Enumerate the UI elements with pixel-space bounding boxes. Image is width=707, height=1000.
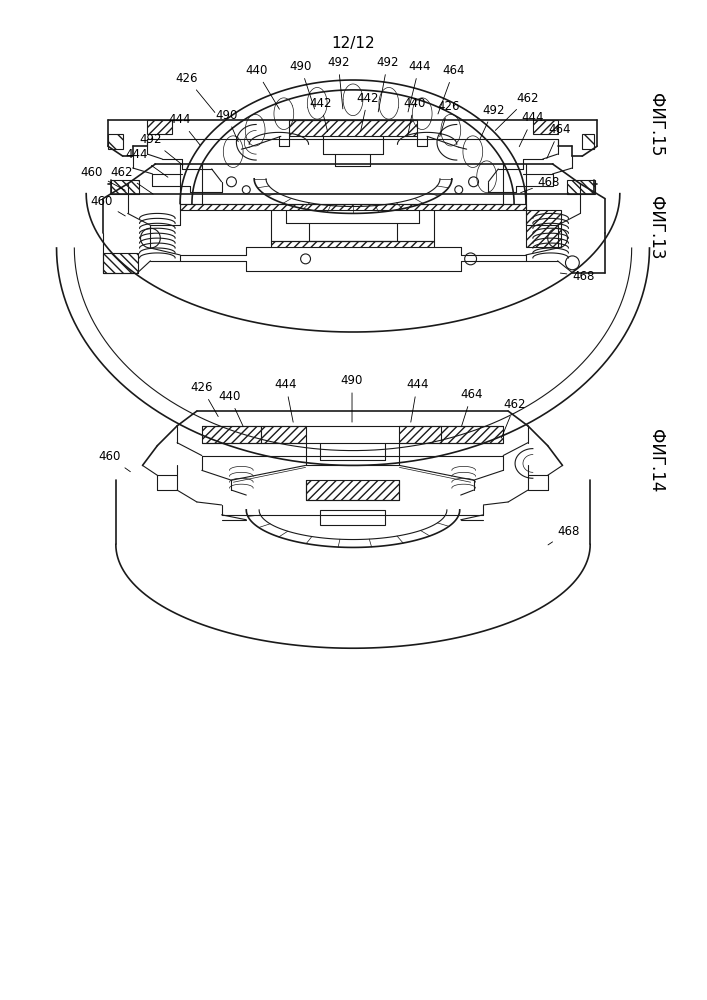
Text: 440: 440	[245, 64, 279, 109]
Text: 444: 444	[406, 378, 428, 422]
Text: 444: 444	[408, 60, 431, 112]
Text: 426: 426	[438, 100, 460, 137]
Text: 490: 490	[216, 109, 238, 142]
Bar	[288, 120, 417, 136]
Text: ФИГ.15: ФИГ.15	[648, 93, 665, 156]
Text: 440: 440	[403, 97, 426, 135]
Text: 492: 492	[140, 133, 183, 165]
Bar	[111, 180, 139, 194]
Text: 464: 464	[547, 123, 571, 159]
Text: 490: 490	[341, 374, 363, 422]
Text: 444: 444	[519, 111, 544, 147]
Bar	[526, 210, 561, 247]
Text: 492: 492	[327, 56, 349, 109]
Bar	[103, 253, 138, 273]
Bar	[583, 134, 594, 149]
Bar	[148, 120, 173, 134]
Bar	[399, 426, 441, 443]
Text: 468: 468	[520, 176, 560, 193]
Text: 444: 444	[274, 378, 297, 422]
Text: 464: 464	[438, 64, 465, 114]
Text: 462: 462	[501, 398, 526, 438]
Text: 442: 442	[309, 97, 332, 132]
Text: 468: 468	[561, 270, 595, 283]
Text: 464: 464	[460, 388, 483, 426]
Text: ФИГ.13: ФИГ.13	[648, 196, 665, 260]
Text: 492: 492	[479, 104, 505, 140]
Bar	[180, 204, 526, 210]
Text: 440: 440	[218, 390, 243, 426]
Text: 444: 444	[169, 113, 200, 145]
Bar	[320, 510, 385, 525]
Text: 462: 462	[110, 166, 153, 194]
Bar	[305, 480, 399, 500]
Text: ФИГ.14: ФИГ.14	[648, 429, 665, 492]
Bar	[568, 180, 595, 194]
Text: 460: 460	[98, 450, 130, 472]
Text: 468: 468	[548, 525, 580, 545]
Text: 460: 460	[81, 166, 125, 190]
Text: 12/12: 12/12	[331, 36, 375, 51]
Bar	[439, 426, 503, 443]
Bar	[108, 134, 123, 149]
Text: 490: 490	[289, 60, 315, 109]
Text: 462: 462	[496, 92, 539, 130]
Text: 426: 426	[191, 381, 218, 417]
Bar	[533, 120, 558, 134]
Bar	[261, 426, 305, 443]
Text: 444: 444	[125, 148, 168, 177]
Text: 426: 426	[176, 72, 215, 112]
Bar	[271, 241, 434, 247]
Text: 492: 492	[376, 56, 399, 112]
Text: 442: 442	[356, 92, 379, 132]
Text: 460: 460	[90, 195, 125, 216]
Bar	[201, 426, 261, 443]
